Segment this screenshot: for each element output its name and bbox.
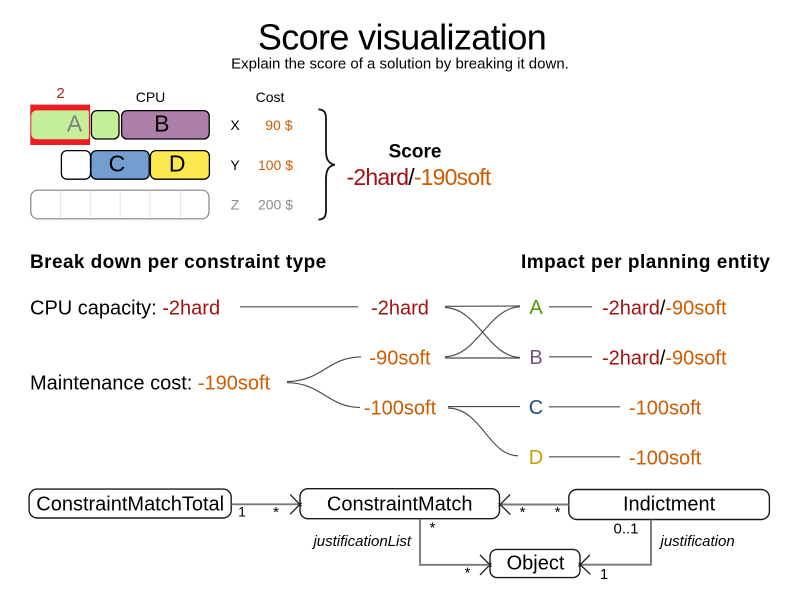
svg-text:Break down per constraint type: Break down per constraint type (30, 252, 327, 273)
svg-text:-100soft: -100soft (629, 397, 702, 419)
svg-text:200 $: 200 $ (258, 197, 293, 213)
svg-text:*: * (273, 504, 279, 521)
svg-text:2: 2 (56, 85, 64, 102)
svg-text:*: * (520, 504, 526, 521)
svg-text:Maintenance cost: -190soft: Maintenance cost: -190soft (30, 372, 271, 394)
svg-text:B: B (529, 347, 542, 369)
svg-text:-2hard: -2hard (371, 297, 429, 319)
svg-text:A: A (67, 110, 83, 136)
svg-text:0..1: 0..1 (613, 521, 638, 538)
svg-text:Indictment: Indictment (623, 493, 716, 515)
svg-text:B: B (154, 110, 169, 136)
svg-text:*: * (555, 504, 561, 521)
svg-text:*: * (430, 520, 436, 537)
svg-text:CPU: CPU (136, 89, 166, 105)
svg-text:-100soft: -100soft (629, 447, 702, 469)
svg-text:Impact per planning entity: Impact per planning entity (521, 252, 770, 273)
svg-text:ConstraintMatchTotal: ConstraintMatchTotal (36, 493, 224, 515)
svg-text:justification: justification (659, 533, 735, 550)
svg-text:C: C (109, 151, 126, 177)
svg-text:Score: Score (389, 142, 442, 163)
svg-text:Score visualization: Score visualization (258, 17, 546, 58)
svg-text:Z: Z (231, 197, 240, 213)
svg-text:Y: Y (230, 157, 240, 173)
svg-text:-100soft: -100soft (364, 397, 437, 419)
svg-text:90 $: 90 $ (265, 117, 292, 133)
svg-text:-2hard/-90soft: -2hard/-90soft (602, 297, 727, 319)
svg-text:A: A (529, 297, 543, 319)
svg-text:justificationList: justificationList (311, 533, 411, 550)
svg-text:-2hard/-90soft: -2hard/-90soft (602, 347, 727, 369)
svg-text:1: 1 (600, 566, 608, 583)
svg-text:ConstraintMatch: ConstraintMatch (327, 493, 473, 515)
svg-text:X: X (230, 117, 240, 133)
svg-text:Explain the score of a solutio: Explain the score of a solution by break… (231, 56, 569, 73)
svg-text:C: C (529, 397, 543, 419)
svg-text:Cost: Cost (256, 89, 285, 105)
svg-text:100 $: 100 $ (258, 157, 293, 173)
svg-text:CPU capacity: -2hard: CPU capacity: -2hard (30, 297, 220, 319)
svg-text:D: D (529, 447, 543, 469)
svg-text:-2hard/-190soft: -2hard/-190soft (347, 164, 492, 190)
svg-text:*: * (465, 564, 471, 581)
svg-text:-90soft: -90soft (369, 347, 431, 369)
svg-text:Object: Object (507, 552, 565, 574)
svg-text:1: 1 (238, 504, 246, 520)
svg-text:D: D (169, 150, 186, 176)
